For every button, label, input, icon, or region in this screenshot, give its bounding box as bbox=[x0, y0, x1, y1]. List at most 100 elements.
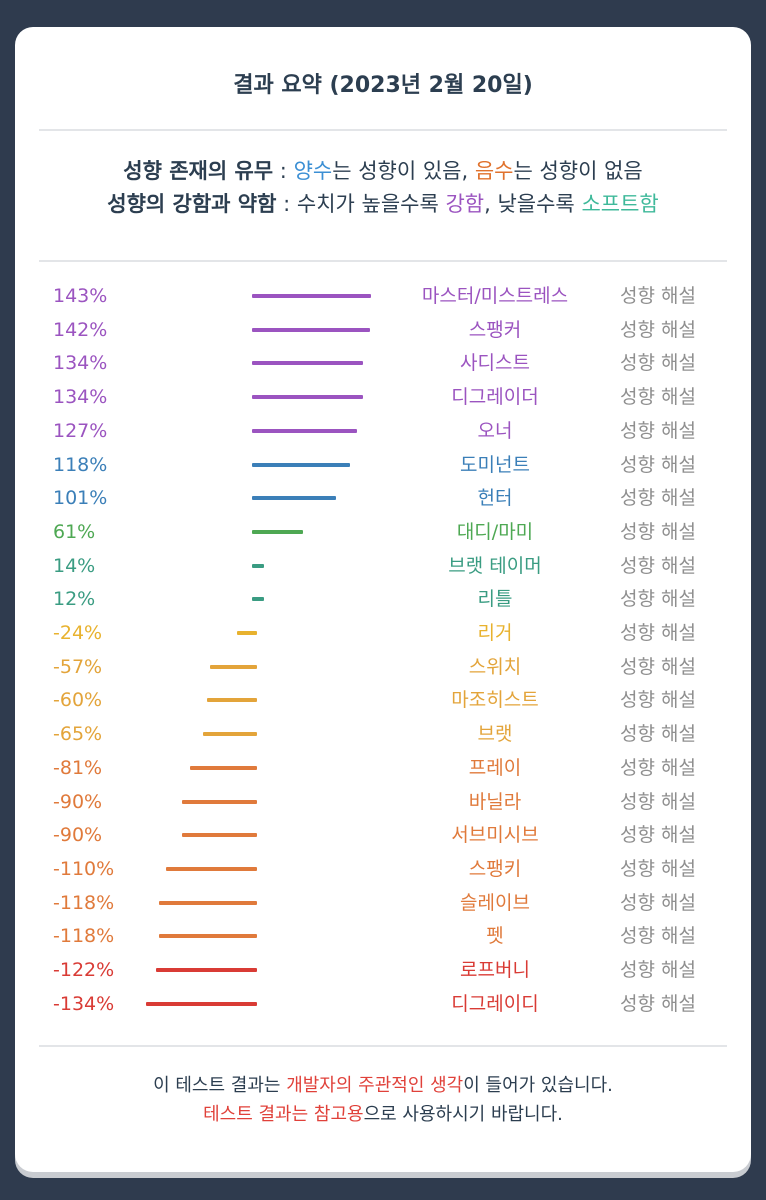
result-row: -60% 마조히스트 성향 해설 bbox=[15, 683, 751, 717]
result-type-name[interactable]: 사디스트 bbox=[460, 352, 530, 375]
footer-text: 으로 사용하시기 바랍니다. bbox=[363, 1104, 563, 1125]
result-type-name[interactable]: 마스터/미스트레스 bbox=[421, 285, 569, 307]
result-bar bbox=[252, 294, 371, 298]
legend-soft-word: 소프트함 bbox=[581, 192, 659, 216]
result-summary-card: 결과 요약 (2023년 2월 20일) 성향 존재의 유무 : 양수는 성향이… bbox=[15, 27, 751, 1172]
result-percent: -60% bbox=[53, 689, 103, 712]
result-type-name[interactable]: 펫 bbox=[486, 925, 504, 948]
result-type-name[interactable]: 프레이 bbox=[468, 756, 522, 779]
type-description-link[interactable]: 성향 해설 bbox=[620, 756, 696, 779]
result-type-name[interactable]: 브랫 bbox=[477, 723, 513, 746]
result-type-name[interactable]: 브랫 테이머 bbox=[448, 554, 542, 577]
result-row: -118% 슬레이브 성향 해설 bbox=[15, 886, 751, 920]
result-row: 127% 오너 성향 해설 bbox=[15, 414, 751, 448]
result-type-name[interactable]: 로프버니 bbox=[460, 959, 530, 981]
result-percent: 134% bbox=[53, 386, 108, 409]
result-bar bbox=[252, 361, 364, 366]
result-bar bbox=[165, 866, 257, 871]
divider bbox=[39, 260, 727, 262]
footer-highlight: 테스트 결과는 참고용 bbox=[203, 1104, 364, 1125]
result-percent: 127% bbox=[53, 419, 108, 442]
type-description-link[interactable]: 성향 해설 bbox=[620, 925, 696, 948]
result-type-name[interactable]: 스팽커 bbox=[468, 318, 522, 341]
result-percent: -110% bbox=[53, 857, 115, 880]
result-bar bbox=[237, 631, 257, 635]
result-type-name[interactable]: 대디/마미 bbox=[456, 520, 534, 543]
type-description-link[interactable]: 성향 해설 bbox=[620, 689, 696, 712]
type-description-link[interactable]: 성향 해설 bbox=[620, 622, 696, 644]
type-description-link[interactable]: 성향 해설 bbox=[620, 992, 696, 1015]
footer-text: 이 들어가 있습니다. bbox=[463, 1075, 613, 1096]
result-row: -110% 스팽키 성향 해설 bbox=[15, 852, 751, 886]
result-type-name[interactable]: 디그레이디 bbox=[451, 992, 539, 1015]
result-percent: -134% bbox=[53, 992, 115, 1015]
result-type-name[interactable]: 리거 bbox=[477, 622, 513, 644]
result-percent: 134% bbox=[53, 352, 108, 375]
result-row: -24% 리거 성향 해설 bbox=[15, 616, 751, 650]
legend-positive-word: 양수 bbox=[293, 159, 333, 183]
result-bar bbox=[159, 900, 257, 905]
result-row: -65% 브랫 성향 해설 bbox=[15, 717, 751, 751]
result-type-name[interactable]: 슬레이브 bbox=[460, 891, 530, 914]
result-row: -122% 로프버니 성향 해설 bbox=[15, 953, 751, 987]
result-percent: 14% bbox=[53, 554, 96, 577]
result-percent: 118% bbox=[53, 453, 108, 476]
type-description-link[interactable]: 성향 해설 bbox=[620, 520, 696, 543]
result-type-name[interactable]: 디그레이더 bbox=[451, 386, 539, 409]
result-type-name[interactable]: 마조히스트 bbox=[451, 689, 539, 712]
type-description-link[interactable]: 성향 해설 bbox=[620, 588, 696, 611]
type-description-link[interactable]: 성향 해설 bbox=[620, 824, 696, 847]
result-percent: 12% bbox=[53, 588, 96, 611]
result-bar bbox=[252, 597, 264, 602]
type-description-link[interactable]: 성향 해설 bbox=[620, 891, 696, 914]
result-bar bbox=[252, 462, 350, 467]
type-description-link[interactable]: 성향 해설 bbox=[620, 386, 696, 409]
result-row: -90% 서브미시브 성향 해설 bbox=[15, 818, 751, 852]
type-description-link[interactable]: 성향 해설 bbox=[620, 655, 696, 678]
result-bar bbox=[203, 732, 257, 737]
legend-strength-label: 성향의 강함과 약함 bbox=[107, 192, 277, 216]
type-description-link[interactable]: 성향 해설 bbox=[620, 487, 696, 510]
legend-negative-text: 는 성향이 없음 bbox=[513, 159, 643, 183]
result-percent: 61% bbox=[53, 520, 96, 543]
type-description-link[interactable]: 성향 해설 bbox=[620, 285, 696, 307]
result-type-name[interactable]: 리틀 bbox=[477, 588, 513, 611]
type-description-link[interactable]: 성향 해설 bbox=[620, 554, 696, 577]
result-bar bbox=[159, 934, 257, 939]
result-bar bbox=[182, 799, 257, 804]
footer-line-2: 테스트 결과는 참고용으로 사용하시기 바랍니다. bbox=[15, 1100, 751, 1129]
result-bar bbox=[252, 395, 364, 400]
type-description-link[interactable]: 성향 해설 bbox=[620, 419, 696, 442]
legend-positive-text: 는 성향이 있음, bbox=[332, 159, 475, 183]
result-type-name[interactable]: 스위치 bbox=[468, 655, 522, 678]
result-row: 14% 브랫 테이머 성향 해설 bbox=[15, 549, 751, 583]
result-row: 134% 디그레이더 성향 해설 bbox=[15, 380, 751, 414]
legend-strength: 성향의 강함과 약함 : 수치가 높을수록 강함, 낮을수록 소프트함 bbox=[15, 188, 751, 221]
result-row: 142% 스팽커 성향 해설 bbox=[15, 313, 751, 347]
type-description-link[interactable]: 성향 해설 bbox=[620, 790, 696, 813]
result-type-name[interactable]: 오너 bbox=[477, 419, 513, 442]
result-percent: -24% bbox=[53, 622, 103, 644]
result-type-name[interactable]: 바닐라 bbox=[468, 790, 522, 813]
result-type-name[interactable]: 도미넌트 bbox=[460, 453, 530, 476]
result-percent: 143% bbox=[53, 285, 108, 307]
result-bar bbox=[189, 765, 257, 770]
type-description-link[interactable]: 성향 해설 bbox=[620, 352, 696, 375]
type-description-link[interactable]: 성향 해설 bbox=[620, 959, 696, 981]
result-type-name[interactable]: 스팽키 bbox=[468, 857, 522, 880]
result-row: 101% 헌터 성향 해설 bbox=[15, 481, 751, 515]
result-bar bbox=[207, 698, 257, 703]
result-type-name[interactable]: 서브미시브 bbox=[451, 824, 539, 847]
result-percent: -90% bbox=[53, 824, 103, 847]
divider bbox=[39, 129, 727, 131]
result-bar bbox=[145, 1001, 257, 1006]
result-percent: 142% bbox=[53, 318, 108, 341]
type-description-link[interactable]: 성향 해설 bbox=[620, 318, 696, 341]
type-description-link[interactable]: 성향 해설 bbox=[620, 723, 696, 746]
result-type-name[interactable]: 헌터 bbox=[477, 487, 513, 510]
result-bar bbox=[252, 563, 264, 568]
result-row: -57% 스위치 성향 해설 bbox=[15, 650, 751, 684]
type-description-link[interactable]: 성향 해설 bbox=[620, 453, 696, 476]
result-row: 61% 대디/마미 성향 해설 bbox=[15, 515, 751, 549]
type-description-link[interactable]: 성향 해설 bbox=[620, 857, 696, 880]
